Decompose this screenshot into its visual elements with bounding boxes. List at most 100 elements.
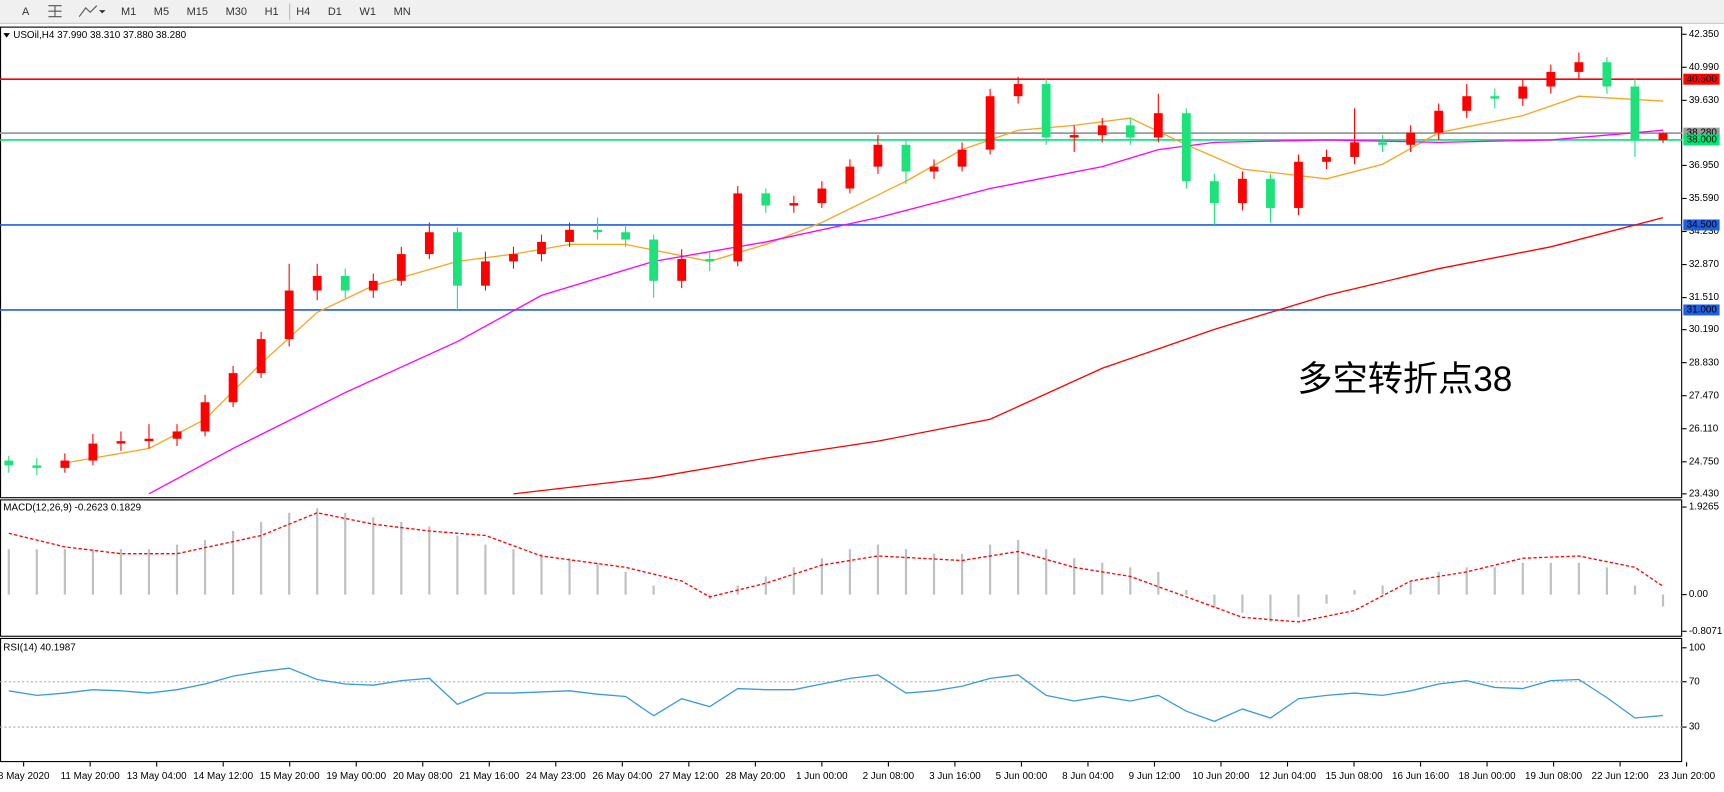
- macd-bar: [1465, 567, 1468, 595]
- candle-body: [312, 275, 322, 291]
- y-tick-label: 36.950: [1689, 160, 1720, 171]
- y-tick-label: 70: [1689, 676, 1700, 687]
- candle-body: [284, 290, 294, 340]
- macd-bar: [1549, 562, 1552, 595]
- x-tick-label: 15 Jun 08:00: [1325, 771, 1383, 782]
- candle-body: [789, 203, 799, 206]
- candle-body: [1602, 62, 1612, 87]
- candle-body: [396, 254, 406, 281]
- x-tick-label: 8 May 2020: [0, 771, 50, 782]
- timeframe-button[interactable]: MN: [394, 6, 411, 18]
- macd-bar: [175, 544, 179, 595]
- candle-body: [340, 275, 350, 291]
- x-tick-label: 22 Jun 12:00: [1592, 771, 1650, 782]
- macd-bar: [1325, 594, 1328, 604]
- x-tick-label: 13 May 04:00: [127, 771, 187, 782]
- macd-bar: [568, 558, 571, 595]
- level-label-box: [1683, 304, 1720, 316]
- macd-title: MACD(12,26,9) -0.2623 0.1829: [3, 503, 141, 514]
- y-tick-label: 27.470: [1689, 390, 1720, 401]
- x-tick-label: 8 Jun 04:00: [1062, 771, 1114, 782]
- macd-bar: [1045, 549, 1048, 595]
- macd-bar: [1241, 594, 1244, 613]
- y-tick-label: 30.190: [1689, 324, 1720, 335]
- price-panel: [0, 26, 1683, 499]
- macd-bar: [1605, 567, 1609, 595]
- candle-body: [144, 438, 154, 442]
- dropdown[interactable]: [98, 10, 106, 14]
- candle-body: [256, 339, 266, 374]
- macd-bar: [316, 508, 319, 595]
- macd-bar: [7, 549, 10, 595]
- icon[interactable]: [78, 5, 98, 18]
- x-tick-label: 16 Jun 16:00: [1392, 771, 1450, 782]
- macd-bar: [344, 512, 347, 595]
- toolbar: [0, 0, 1724, 24]
- macd-bar: [1577, 562, 1580, 595]
- y-tick-label: 40.990: [1689, 62, 1720, 73]
- candle-body: [368, 280, 378, 291]
- macd-bar: [1269, 594, 1272, 622]
- timeframe-button[interactable]: A: [22, 6, 30, 18]
- icon[interactable]: [48, 5, 62, 18]
- timeframe-button[interactable]: D1: [328, 6, 342, 18]
- timeframe-button[interactable]: M30: [226, 6, 247, 18]
- collapse-icon[interactable]: [3, 33, 10, 38]
- level-label: 31.000: [1687, 305, 1718, 316]
- macd-bar: [960, 553, 964, 595]
- rsi-title: RSI(14) 40.1987: [3, 642, 75, 653]
- candle-body: [32, 465, 42, 468]
- macd-bar: [372, 517, 375, 595]
- macd-bar: [400, 521, 403, 595]
- macd-signal: [8, 512, 1664, 623]
- candle-body: [677, 258, 687, 281]
- macd-bar: [1129, 567, 1132, 595]
- macd-bar: [1017, 540, 1020, 595]
- macd-bar: [203, 540, 207, 595]
- candle-body: [817, 188, 827, 204]
- candle-body: [1546, 71, 1556, 87]
- macd-bar: [1409, 580, 1412, 595]
- x-tick-label: 28 May 20:00: [725, 771, 785, 782]
- candle-body: [1378, 142, 1388, 145]
- macd-bar: [1157, 571, 1160, 595]
- y-tick-label: 31.510: [1689, 292, 1720, 303]
- x-tick-label: 20 May 08:00: [393, 771, 453, 782]
- timeframe-button[interactable]: H4: [296, 6, 310, 18]
- macd-bar: [1437, 571, 1440, 595]
- macd-bar: [1185, 590, 1188, 595]
- x-tick-label: 19 May 00:00: [326, 771, 386, 782]
- macd-bar: [231, 530, 235, 595]
- macd-bar: [1297, 594, 1300, 618]
- y-tick-label: 100: [1689, 642, 1706, 653]
- rsi-panel: [0, 637, 1683, 763]
- timeframe-button[interactable]: M1: [121, 6, 136, 18]
- macd-bar: [456, 535, 459, 595]
- candle-body: [1322, 156, 1331, 162]
- macd-bar: [288, 512, 291, 595]
- x-tick-label: 2 Jun 08:00: [863, 771, 915, 782]
- candle-body: [1350, 142, 1359, 157]
- candle-body: [565, 229, 574, 242]
- timeframe-button[interactable]: H1: [265, 6, 279, 18]
- level-label: 38.000: [1687, 135, 1718, 146]
- x-tick-label: 15 May 20:00: [260, 771, 320, 782]
- macd-bar: [876, 544, 880, 595]
- macd-bar: [988, 544, 992, 595]
- candle-body: [1153, 113, 1163, 138]
- level-label: 38.280: [1687, 128, 1718, 139]
- rsi-line: [8, 667, 1664, 723]
- y-tick-label: 26.110: [1689, 423, 1719, 434]
- timeframe-button[interactable]: W1: [360, 6, 376, 18]
- timeframe-button[interactable]: M5: [154, 6, 169, 18]
- macd-bar: [932, 553, 936, 595]
- x-tick-label: 24 May 23:00: [526, 771, 586, 782]
- macd-bar: [652, 585, 655, 595]
- candle-body: [1097, 125, 1107, 136]
- y-tick-label: 24.750: [1689, 456, 1720, 467]
- macd-panel: [0, 499, 1683, 637]
- timeframe-button[interactable]: M15: [187, 6, 208, 18]
- macd-bar: [147, 549, 151, 595]
- candle-body: [228, 373, 238, 403]
- candle-body: [88, 443, 98, 461]
